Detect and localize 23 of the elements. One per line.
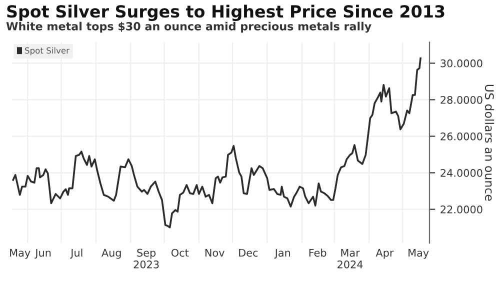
y-tick-label: 30.0000 [440, 59, 482, 68]
line-series [12, 57, 422, 228]
x-tick-label: May [408, 248, 429, 259]
x-tick-label: Apr [376, 248, 394, 259]
x-tick-label: Feb [309, 248, 326, 257]
x-tick-label: Oct [171, 248, 189, 257]
x-tick-label: May [10, 248, 30, 259]
y-tick-label: 28.0000 [440, 96, 482, 104]
x-tick-label: Jun [34, 248, 51, 259]
x-tick-label: Aug [102, 248, 121, 259]
x-tick-label: Dec [239, 248, 258, 257]
y-tick-label: 26.0000 [440, 132, 482, 140]
legend-label: Spot Silver [25, 47, 70, 56]
x-tick-label: Jan [274, 248, 290, 259]
y-tick-label: 22.0000 [440, 206, 482, 214]
chart-title: Spot Silver Surges to Highest Price Since 2013 [7, 4, 444, 22]
x-tick-label: Nov [205, 248, 224, 257]
x-tick-label: Mar 2024 [338, 248, 363, 268]
x-tick-label: Jul [70, 248, 82, 259]
y-tick-label: 24.0000 [440, 169, 482, 177]
chart-subtitle: White metal tops $30 an ounce amid precious metals rally [6, 22, 372, 33]
y-axis-title: US dollars an ounce [484, 84, 494, 201]
x-tick-label: Sep 2023 [134, 248, 159, 268]
